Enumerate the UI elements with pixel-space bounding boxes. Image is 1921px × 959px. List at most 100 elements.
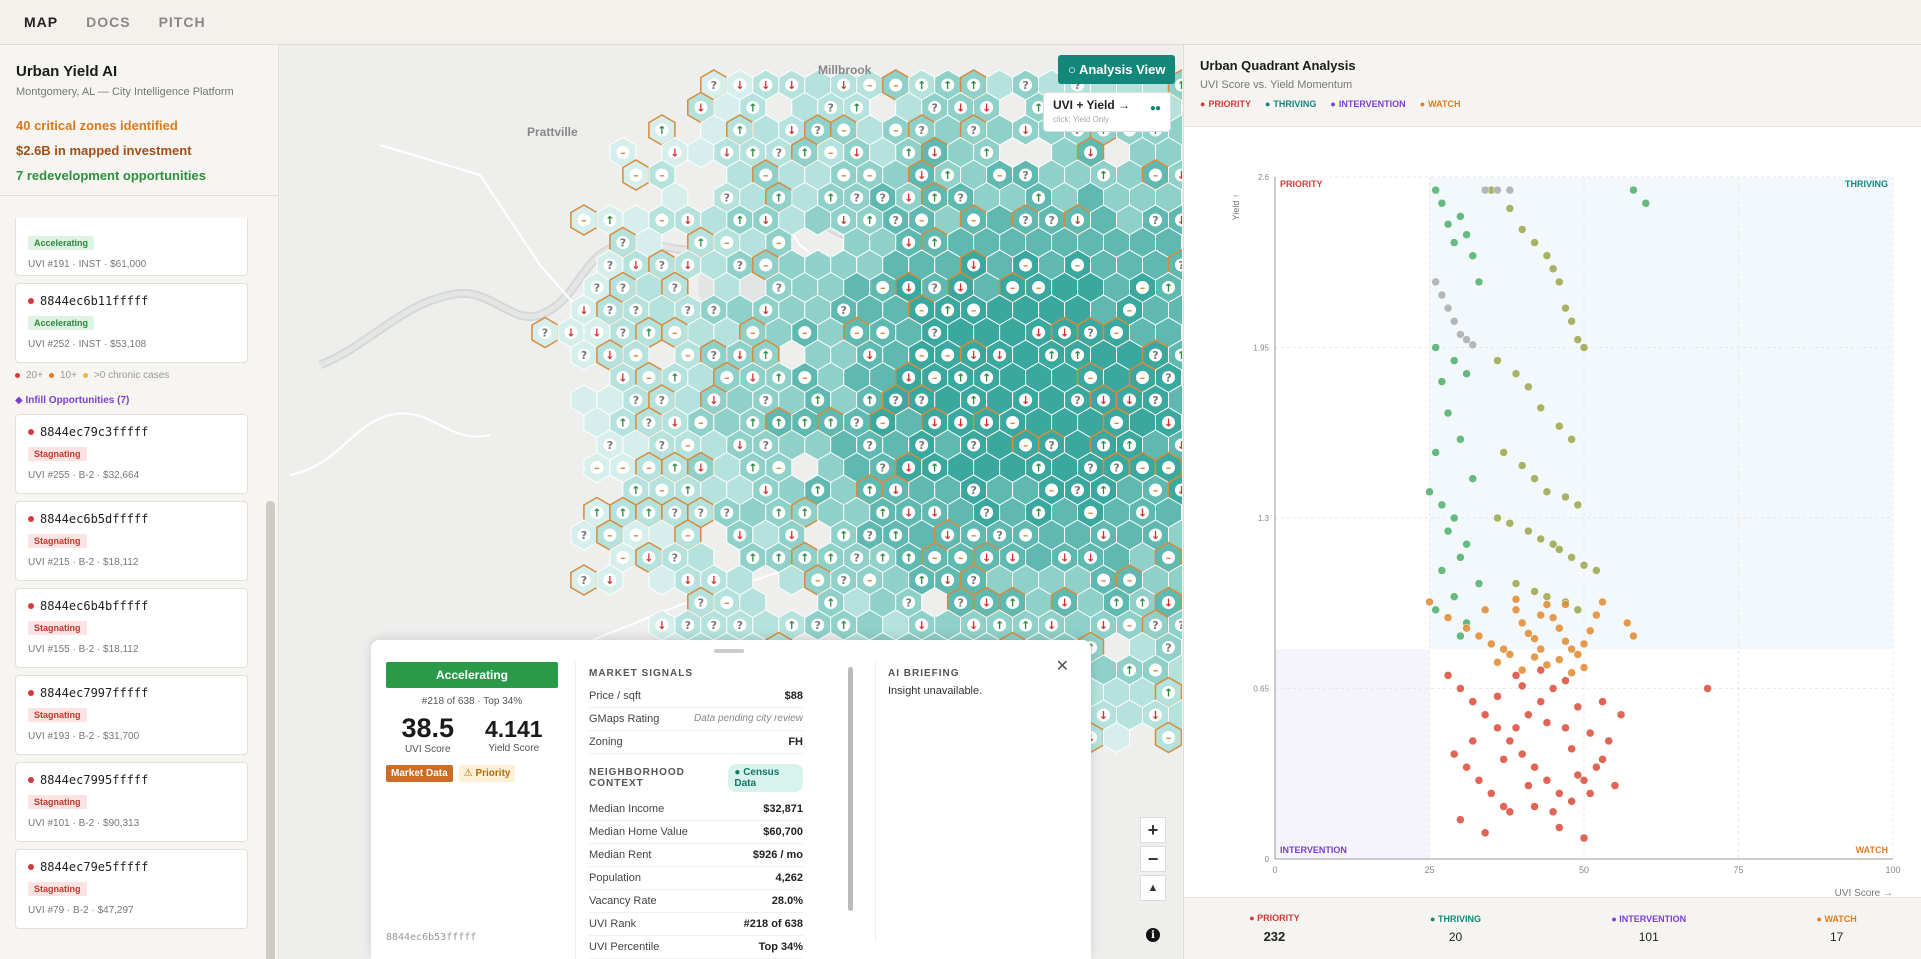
scatter-point[interactable]: [1536, 697, 1545, 706]
scatter-point[interactable]: [1524, 710, 1533, 719]
scatter-point[interactable]: [1517, 618, 1527, 628]
scatter-point[interactable]: [1561, 492, 1570, 502]
sidebar-scrollbar[interactable]: [266, 501, 275, 959]
scatter-point[interactable]: [1573, 702, 1583, 712]
scatter-point[interactable]: [1548, 807, 1558, 817]
scatter-point[interactable]: [1431, 448, 1440, 457]
quadrant-scatter-chart[interactable]: 0 25 50 75 100 0 0.65 1.3 1.95 2.6 UVI Score → Yiel…: [1184, 127, 1921, 897]
scatter-point[interactable]: [1555, 655, 1564, 664]
scatter-point[interactable]: [1542, 592, 1552, 601]
scatter-point[interactable]: [1437, 500, 1447, 510]
scatter-point[interactable]: [1511, 369, 1521, 378]
scatter-point[interactable]: [1536, 610, 1545, 620]
scatter-point[interactable]: [1585, 626, 1595, 636]
scatter-point[interactable]: [1561, 637, 1570, 646]
scatter-point[interactable]: [1499, 755, 1508, 764]
scatter-point[interactable]: [1437, 566, 1447, 575]
scatter-point[interactable]: [1480, 710, 1490, 719]
infill-section-header[interactable]: ◆ Infill Opportunities (7): [15, 395, 130, 406]
scatter-point[interactable]: [1443, 219, 1453, 229]
scatter-point[interactable]: [1468, 697, 1478, 706]
scatter-point[interactable]: [1499, 802, 1508, 811]
scatter-point[interactable]: [1548, 613, 1558, 622]
scatter-point[interactable]: [1555, 277, 1564, 287]
scatter-point[interactable]: [1493, 658, 1502, 667]
scatter-point[interactable]: [1567, 435, 1576, 444]
scatter-point[interactable]: [1542, 660, 1552, 670]
scatter-point[interactable]: [1579, 663, 1589, 672]
scatter-point[interactable]: [1573, 650, 1583, 659]
scatter-point[interactable]: [1456, 631, 1465, 641]
scatter-point[interactable]: [1610, 781, 1620, 790]
scatter-point[interactable]: [1431, 605, 1440, 615]
scatter-point[interactable]: [1456, 815, 1465, 824]
scatter-point[interactable]: [1598, 597, 1607, 607]
scatter-point[interactable]: [1462, 335, 1471, 344]
legend-item-watch[interactable]: ● WATCH: [1419, 99, 1461, 109]
scatter-point[interactable]: [1629, 631, 1638, 641]
scatter-point[interactable]: [1456, 684, 1465, 693]
zone-card[interactable]: 8844ec6b11fffff Accelerating UVI #252 · …: [15, 283, 248, 363]
scatter-point[interactable]: [1456, 435, 1465, 444]
scatter-point[interactable]: [1567, 644, 1576, 654]
scatter-point[interactable]: [1561, 303, 1570, 313]
scatter-point[interactable]: [1530, 762, 1539, 772]
zoom-out-button[interactable]: −: [1140, 846, 1166, 872]
uvi-yield-toggle[interactable]: UVI + Yield → click: Yield Only ●●: [1043, 92, 1171, 132]
scatter-point[interactable]: [1493, 356, 1502, 365]
scatter-point[interactable]: [1555, 623, 1564, 633]
popup-scrollbar[interactable]: [848, 667, 853, 911]
scatter-point[interactable]: [1499, 448, 1508, 457]
scatter-point[interactable]: [1561, 600, 1570, 609]
scatter-point[interactable]: [1511, 671, 1521, 680]
scatter-point[interactable]: [1425, 487, 1434, 497]
scatter-point[interactable]: [1629, 185, 1638, 195]
scatter-point[interactable]: [1573, 335, 1583, 344]
scatter-point[interactable]: [1579, 560, 1589, 570]
scatter-point[interactable]: [1431, 277, 1440, 287]
scatter-point[interactable]: [1542, 776, 1552, 785]
infill-card[interactable]: 8844ec79e5fffff Stagnating UVI #79 · B-2…: [15, 849, 248, 929]
map-hex-cell[interactable]: [1103, 721, 1130, 754]
scatter-point[interactable]: [1431, 343, 1440, 352]
scatter-point[interactable]: [1456, 553, 1465, 562]
scatter-point[interactable]: [1555, 421, 1564, 431]
scatter-point[interactable]: [1449, 749, 1459, 759]
scatter-point[interactable]: [1542, 251, 1552, 260]
scatter-point[interactable]: [1517, 665, 1527, 675]
scatter-point[interactable]: [1493, 723, 1502, 733]
scatter-point[interactable]: [1524, 629, 1533, 638]
scatter-point[interactable]: [1474, 579, 1484, 588]
scatter-point[interactable]: [1425, 597, 1434, 607]
scatter-point[interactable]: [1567, 668, 1576, 678]
scatter-point[interactable]: [1530, 587, 1539, 596]
scatter-point[interactable]: [1493, 513, 1502, 523]
scatter-point[interactable]: [1536, 644, 1545, 654]
scatter-point[interactable]: [1462, 539, 1471, 549]
infill-card[interactable]: 8844ec6b4bfffff Stagnating UVI #155 · B-…: [15, 588, 248, 668]
close-icon[interactable]: ✕: [1055, 658, 1069, 675]
scatter-point[interactable]: [1480, 185, 1490, 195]
scatter-point[interactable]: [1579, 776, 1589, 785]
scatter-point[interactable]: [1598, 755, 1607, 764]
scatter-point[interactable]: [1462, 762, 1471, 772]
scatter-point[interactable]: [1474, 776, 1484, 785]
scatter-point[interactable]: [1468, 340, 1478, 350]
scatter-point[interactable]: [1443, 303, 1453, 313]
scatter-point[interactable]: [1555, 545, 1564, 554]
scatter-point[interactable]: [1623, 618, 1632, 628]
scatter-point[interactable]: [1499, 644, 1508, 654]
scatter-point[interactable]: [1449, 238, 1459, 247]
map-view[interactable]: ?↓↓↓↓––↑↑↑??↑↓↑?↑?↓↓↑↓–?↑↑↓?––??↓?↑–↑–↓↓…: [280, 45, 1182, 959]
scatter-point[interactable]: [1437, 198, 1447, 208]
scatter-point[interactable]: [1443, 526, 1453, 536]
tab-map[interactable]: MAP: [24, 14, 59, 30]
compass-button[interactable]: ▲: [1140, 875, 1166, 901]
scatter-point[interactable]: [1536, 403, 1545, 413]
scatter-point[interactable]: [1511, 579, 1521, 588]
scatter-point[interactable]: [1703, 684, 1712, 693]
scatter-point[interactable]: [1536, 534, 1545, 544]
tab-docs[interactable]: DOCS: [86, 14, 131, 30]
scatter-point[interactable]: [1542, 600, 1552, 609]
scatter-point[interactable]: [1449, 513, 1459, 523]
